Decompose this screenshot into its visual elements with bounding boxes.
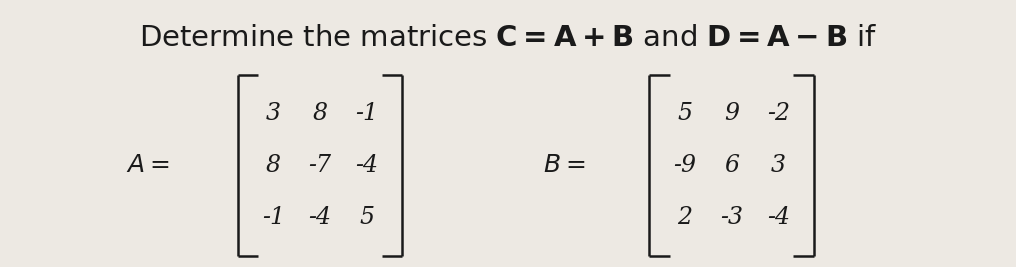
Text: 6: 6 — [724, 154, 739, 177]
Text: $\mathit{B}=$: $\mathit{B}=$ — [543, 154, 585, 177]
Text: 2: 2 — [678, 206, 692, 229]
Text: -4: -4 — [309, 206, 331, 229]
Text: -4: -4 — [356, 154, 378, 177]
Text: -1: -1 — [356, 102, 378, 125]
Text: 3: 3 — [266, 102, 280, 125]
Text: 5: 5 — [678, 102, 692, 125]
Text: 3: 3 — [771, 154, 785, 177]
Text: 8: 8 — [313, 102, 327, 125]
Text: -9: -9 — [674, 154, 696, 177]
Text: -7: -7 — [309, 154, 331, 177]
Text: $\mathit{A}=$: $\mathit{A}=$ — [126, 154, 169, 177]
Text: -3: -3 — [720, 206, 743, 229]
Text: -2: -2 — [767, 102, 789, 125]
Text: 9: 9 — [724, 102, 739, 125]
Text: -1: -1 — [262, 206, 284, 229]
Text: 5: 5 — [360, 206, 374, 229]
Text: -4: -4 — [767, 206, 789, 229]
Text: 8: 8 — [266, 154, 280, 177]
Text: Determine the matrices $\mathbf{C = A + B}$ and $\mathbf{D = A - B}$ if: Determine the matrices $\mathbf{C = A + … — [139, 24, 877, 52]
